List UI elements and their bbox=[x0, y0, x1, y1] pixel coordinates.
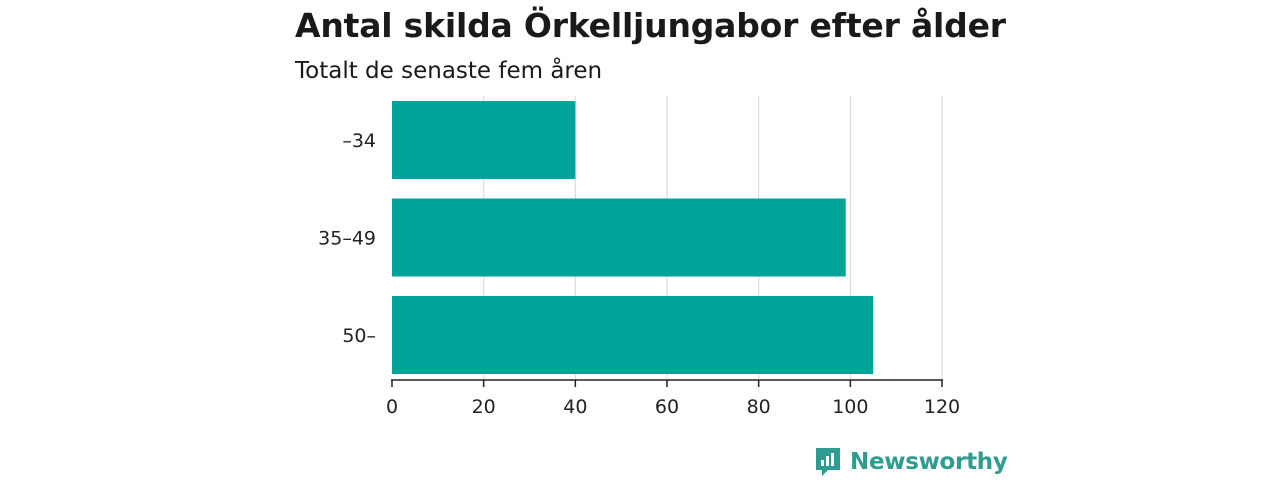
bar-chart: –34 35–49 50– 0 20 40 60 80 100 120 bbox=[318, 96, 960, 418]
bar bbox=[392, 198, 846, 277]
category-label: 50– bbox=[342, 325, 376, 347]
newsworthy-logo: Newsworthy bbox=[814, 446, 1008, 478]
bar bbox=[392, 101, 576, 179]
category-label: 35–49 bbox=[318, 228, 376, 250]
x-tick-label: 60 bbox=[655, 396, 679, 418]
category-labels: –34 35–49 50– bbox=[318, 130, 376, 347]
x-tick-label: 40 bbox=[563, 396, 587, 418]
chart-title: Antal skilda Örkelljungabor efter ålder bbox=[295, 6, 1006, 45]
newsworthy-logo-icon bbox=[816, 448, 840, 476]
x-tick-label: 100 bbox=[832, 396, 868, 418]
category-label: –34 bbox=[342, 130, 376, 152]
x-tick-label: 0 bbox=[386, 396, 398, 418]
bars bbox=[392, 101, 874, 374]
brand-name: Newsworthy bbox=[850, 449, 1008, 475]
x-tick-label: 120 bbox=[924, 396, 960, 418]
chart-subtitle: Totalt de senaste fem åren bbox=[295, 58, 603, 84]
x-axis: 0 20 40 60 80 100 120 bbox=[386, 379, 960, 418]
x-tick-label: 20 bbox=[472, 396, 496, 418]
bar bbox=[392, 296, 874, 374]
x-tick-label: 80 bbox=[747, 396, 771, 418]
